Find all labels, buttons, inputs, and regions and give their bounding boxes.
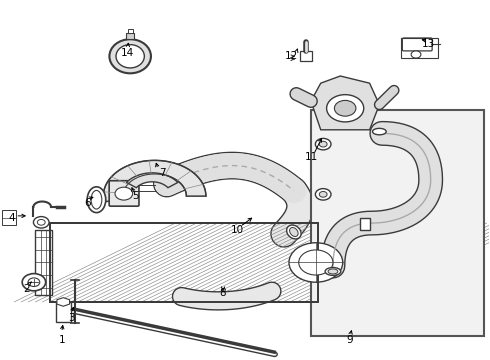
Text: 6: 6 bbox=[84, 198, 91, 208]
Ellipse shape bbox=[109, 39, 151, 73]
Text: 1: 1 bbox=[58, 334, 65, 345]
Text: 3: 3 bbox=[68, 313, 75, 323]
Ellipse shape bbox=[116, 45, 145, 68]
Circle shape bbox=[28, 278, 40, 287]
Circle shape bbox=[327, 95, 364, 122]
FancyBboxPatch shape bbox=[109, 181, 139, 206]
Text: 7: 7 bbox=[159, 168, 165, 178]
Circle shape bbox=[319, 141, 327, 147]
Bar bbox=[35, 230, 52, 295]
Circle shape bbox=[37, 220, 45, 225]
Circle shape bbox=[334, 100, 356, 116]
Circle shape bbox=[411, 51, 421, 58]
Text: 10: 10 bbox=[231, 225, 244, 235]
FancyBboxPatch shape bbox=[402, 38, 432, 51]
Text: 8: 8 bbox=[220, 288, 226, 298]
Circle shape bbox=[22, 274, 46, 291]
Circle shape bbox=[289, 243, 343, 282]
Circle shape bbox=[33, 217, 49, 228]
Text: 14: 14 bbox=[121, 48, 134, 58]
Circle shape bbox=[316, 138, 331, 150]
Circle shape bbox=[115, 187, 133, 200]
Bar bbox=[300, 51, 313, 61]
Ellipse shape bbox=[372, 129, 386, 135]
Polygon shape bbox=[311, 76, 379, 130]
Bar bbox=[128, 29, 133, 33]
Bar bbox=[360, 218, 369, 230]
Bar bbox=[49, 223, 319, 302]
Text: 11: 11 bbox=[304, 152, 318, 162]
Bar bbox=[126, 33, 134, 40]
Circle shape bbox=[316, 189, 331, 200]
Ellipse shape bbox=[87, 187, 106, 213]
Text: 2: 2 bbox=[23, 284, 29, 294]
Bar bbox=[401, 39, 438, 58]
Text: 5: 5 bbox=[132, 191, 138, 201]
Circle shape bbox=[319, 192, 327, 197]
Text: 13: 13 bbox=[421, 39, 435, 49]
Bar bbox=[311, 110, 485, 336]
Ellipse shape bbox=[91, 190, 102, 209]
Ellipse shape bbox=[328, 269, 338, 274]
Polygon shape bbox=[57, 298, 70, 306]
Bar bbox=[56, 302, 71, 321]
Circle shape bbox=[299, 250, 333, 275]
Text: 12: 12 bbox=[285, 51, 298, 61]
Ellipse shape bbox=[287, 225, 301, 239]
Bar bbox=[49, 223, 319, 302]
Bar bbox=[2, 211, 16, 225]
Polygon shape bbox=[103, 160, 206, 202]
Polygon shape bbox=[126, 173, 178, 188]
Text: 9: 9 bbox=[347, 334, 353, 345]
Ellipse shape bbox=[325, 267, 341, 275]
Bar bbox=[49, 223, 319, 302]
Text: 4: 4 bbox=[8, 213, 15, 222]
Ellipse shape bbox=[290, 228, 298, 237]
